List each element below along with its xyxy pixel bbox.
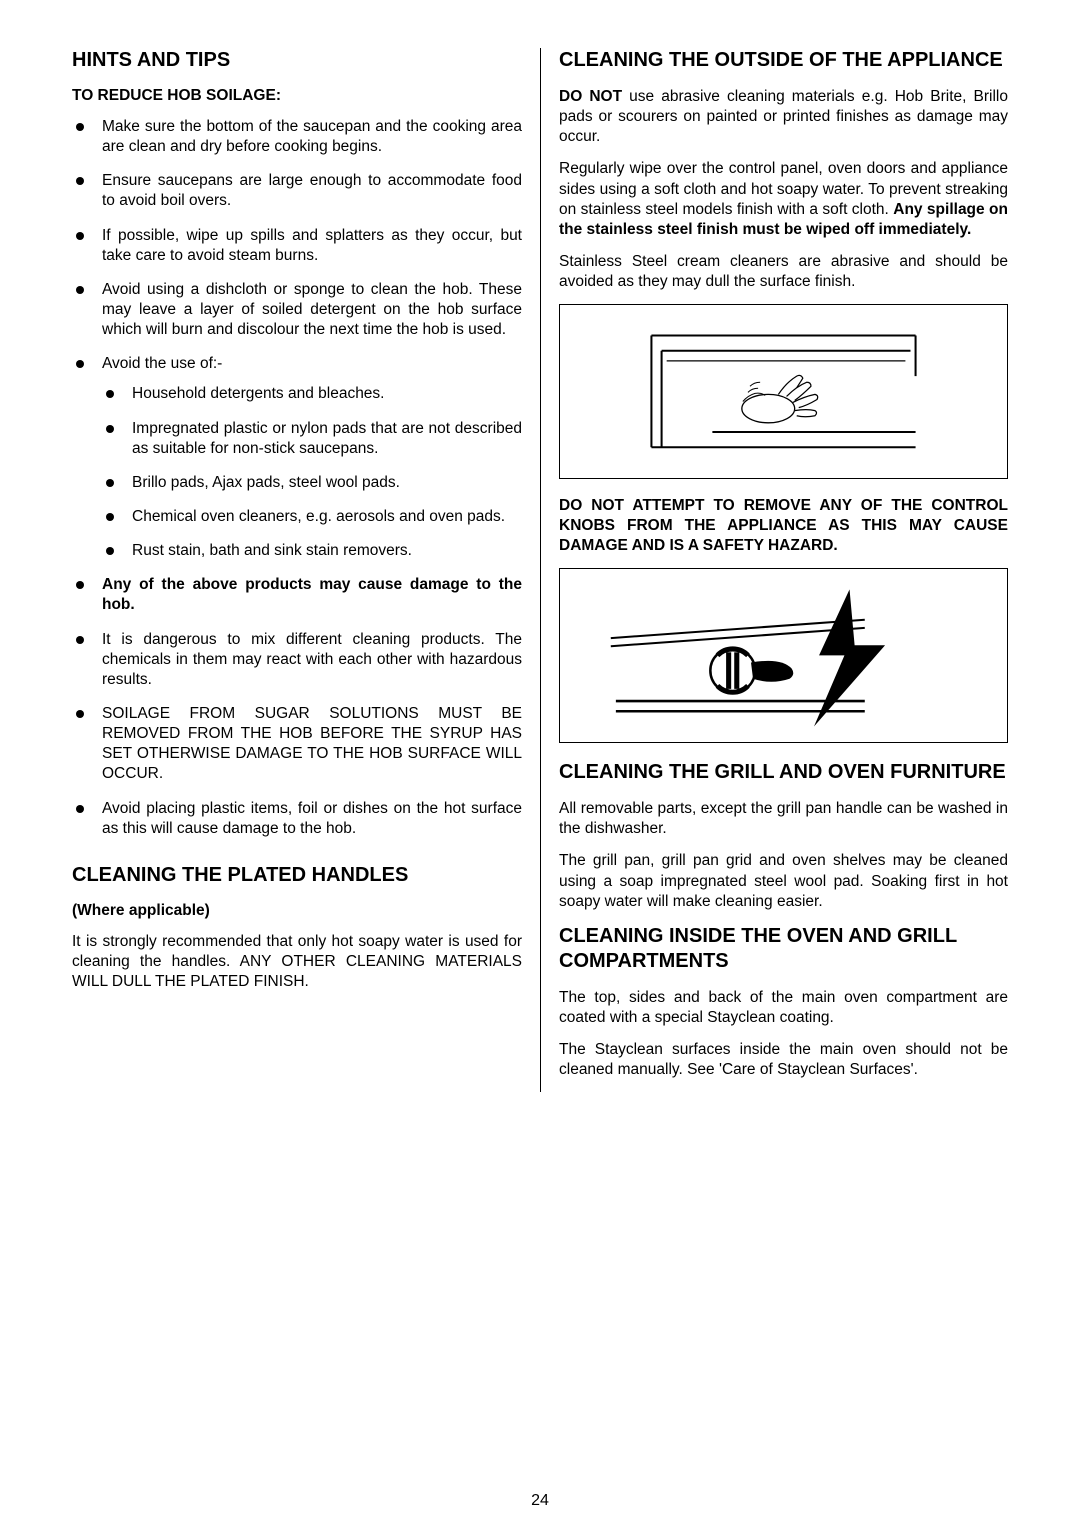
list-item: Make sure the bottom of the saucepan and… bbox=[72, 117, 522, 157]
list-item: Impregnated plastic or nylon pads that a… bbox=[102, 419, 522, 459]
list-item: Brillo pads, Ajax pads, steel wool pads. bbox=[102, 473, 522, 493]
control-panel-figure bbox=[559, 304, 1008, 479]
do-not-label: DO NOT bbox=[559, 88, 622, 105]
tips-list: Make sure the bottom of the saucepan and… bbox=[72, 117, 522, 839]
list-item: Chemical oven cleaners, e.g. aerosols an… bbox=[102, 507, 522, 527]
inside-oven-heading: CLEANING INSIDE THE OVEN AND GRILL COMPA… bbox=[559, 924, 1008, 974]
list-item: If possible, wipe up spills and splatter… bbox=[72, 226, 522, 266]
stainless-paragraph: Stainless Steel cream cleaners are abras… bbox=[559, 252, 1008, 292]
reduce-soilage-heading: TO REDUCE HOB SOILAGE: bbox=[72, 87, 522, 105]
stayclean-care-paragraph: The Stayclean surfaces inside the main o… bbox=[559, 1040, 1008, 1080]
list-item: SOILAGE FROM SUGAR SOLUTIONS MUST BE REM… bbox=[72, 704, 522, 785]
wipe-paragraph: Regularly wipe over the control panel, o… bbox=[559, 159, 1008, 240]
avoid-use-label: Avoid the use of:- bbox=[102, 355, 222, 372]
list-item: Avoid using a dishcloth or sponge to cle… bbox=[72, 280, 522, 340]
do-not-text: use abrasive cleaning materials e.g. Hob… bbox=[559, 88, 1008, 145]
stayclean-coating-paragraph: The top, sides and back of the main oven… bbox=[559, 988, 1008, 1028]
grill-pan-paragraph: The grill pan, grill pan grid and oven s… bbox=[559, 851, 1008, 911]
do-not-paragraph: DO NOT use abrasive cleaning materials e… bbox=[559, 87, 1008, 147]
list-item: Avoid placing plastic items, foil or dis… bbox=[72, 799, 522, 839]
list-item-bold: Any of the above products may cause dama… bbox=[72, 575, 522, 615]
list-item: It is dangerous to mix different cleanin… bbox=[72, 630, 522, 690]
cleaning-outside-heading: CLEANING THE OUTSIDE OF THE APPLIANCE bbox=[559, 48, 1008, 73]
dishwasher-paragraph: All removable parts, except the grill pa… bbox=[559, 799, 1008, 839]
hints-tips-heading: HINTS AND TIPS bbox=[72, 48, 522, 73]
avoid-list: Household detergents and bleaches. Impre… bbox=[102, 384, 522, 561]
grill-oven-furniture-heading: CLEANING THE GRILL AND OVEN FURNITURE bbox=[559, 760, 1008, 785]
right-column: CLEANING THE OUTSIDE OF THE APPLIANCE DO… bbox=[540, 48, 1020, 1092]
list-item: Avoid the use of:- Household detergents … bbox=[72, 354, 522, 561]
page-number: 24 bbox=[0, 1492, 1080, 1510]
where-applicable-subheading: (Where applicable) bbox=[72, 902, 522, 920]
list-item: Ensure saucepans are large enough to acc… bbox=[72, 171, 522, 211]
plated-handles-heading: CLEANING THE PLATED HANDLES bbox=[72, 863, 522, 888]
list-item: Rust stain, bath and sink stain removers… bbox=[102, 541, 522, 561]
left-column: HINTS AND TIPS TO REDUCE HOB SOILAGE: Ma… bbox=[60, 48, 540, 1092]
list-item: Household detergents and bleaches. bbox=[102, 384, 522, 404]
knob-warning: DO NOT ATTEMPT TO REMOVE ANY OF THE CONT… bbox=[559, 496, 1008, 556]
plated-handles-text: It is strongly recommended that only hot… bbox=[72, 932, 522, 992]
knob-warning-figure bbox=[559, 568, 1008, 743]
